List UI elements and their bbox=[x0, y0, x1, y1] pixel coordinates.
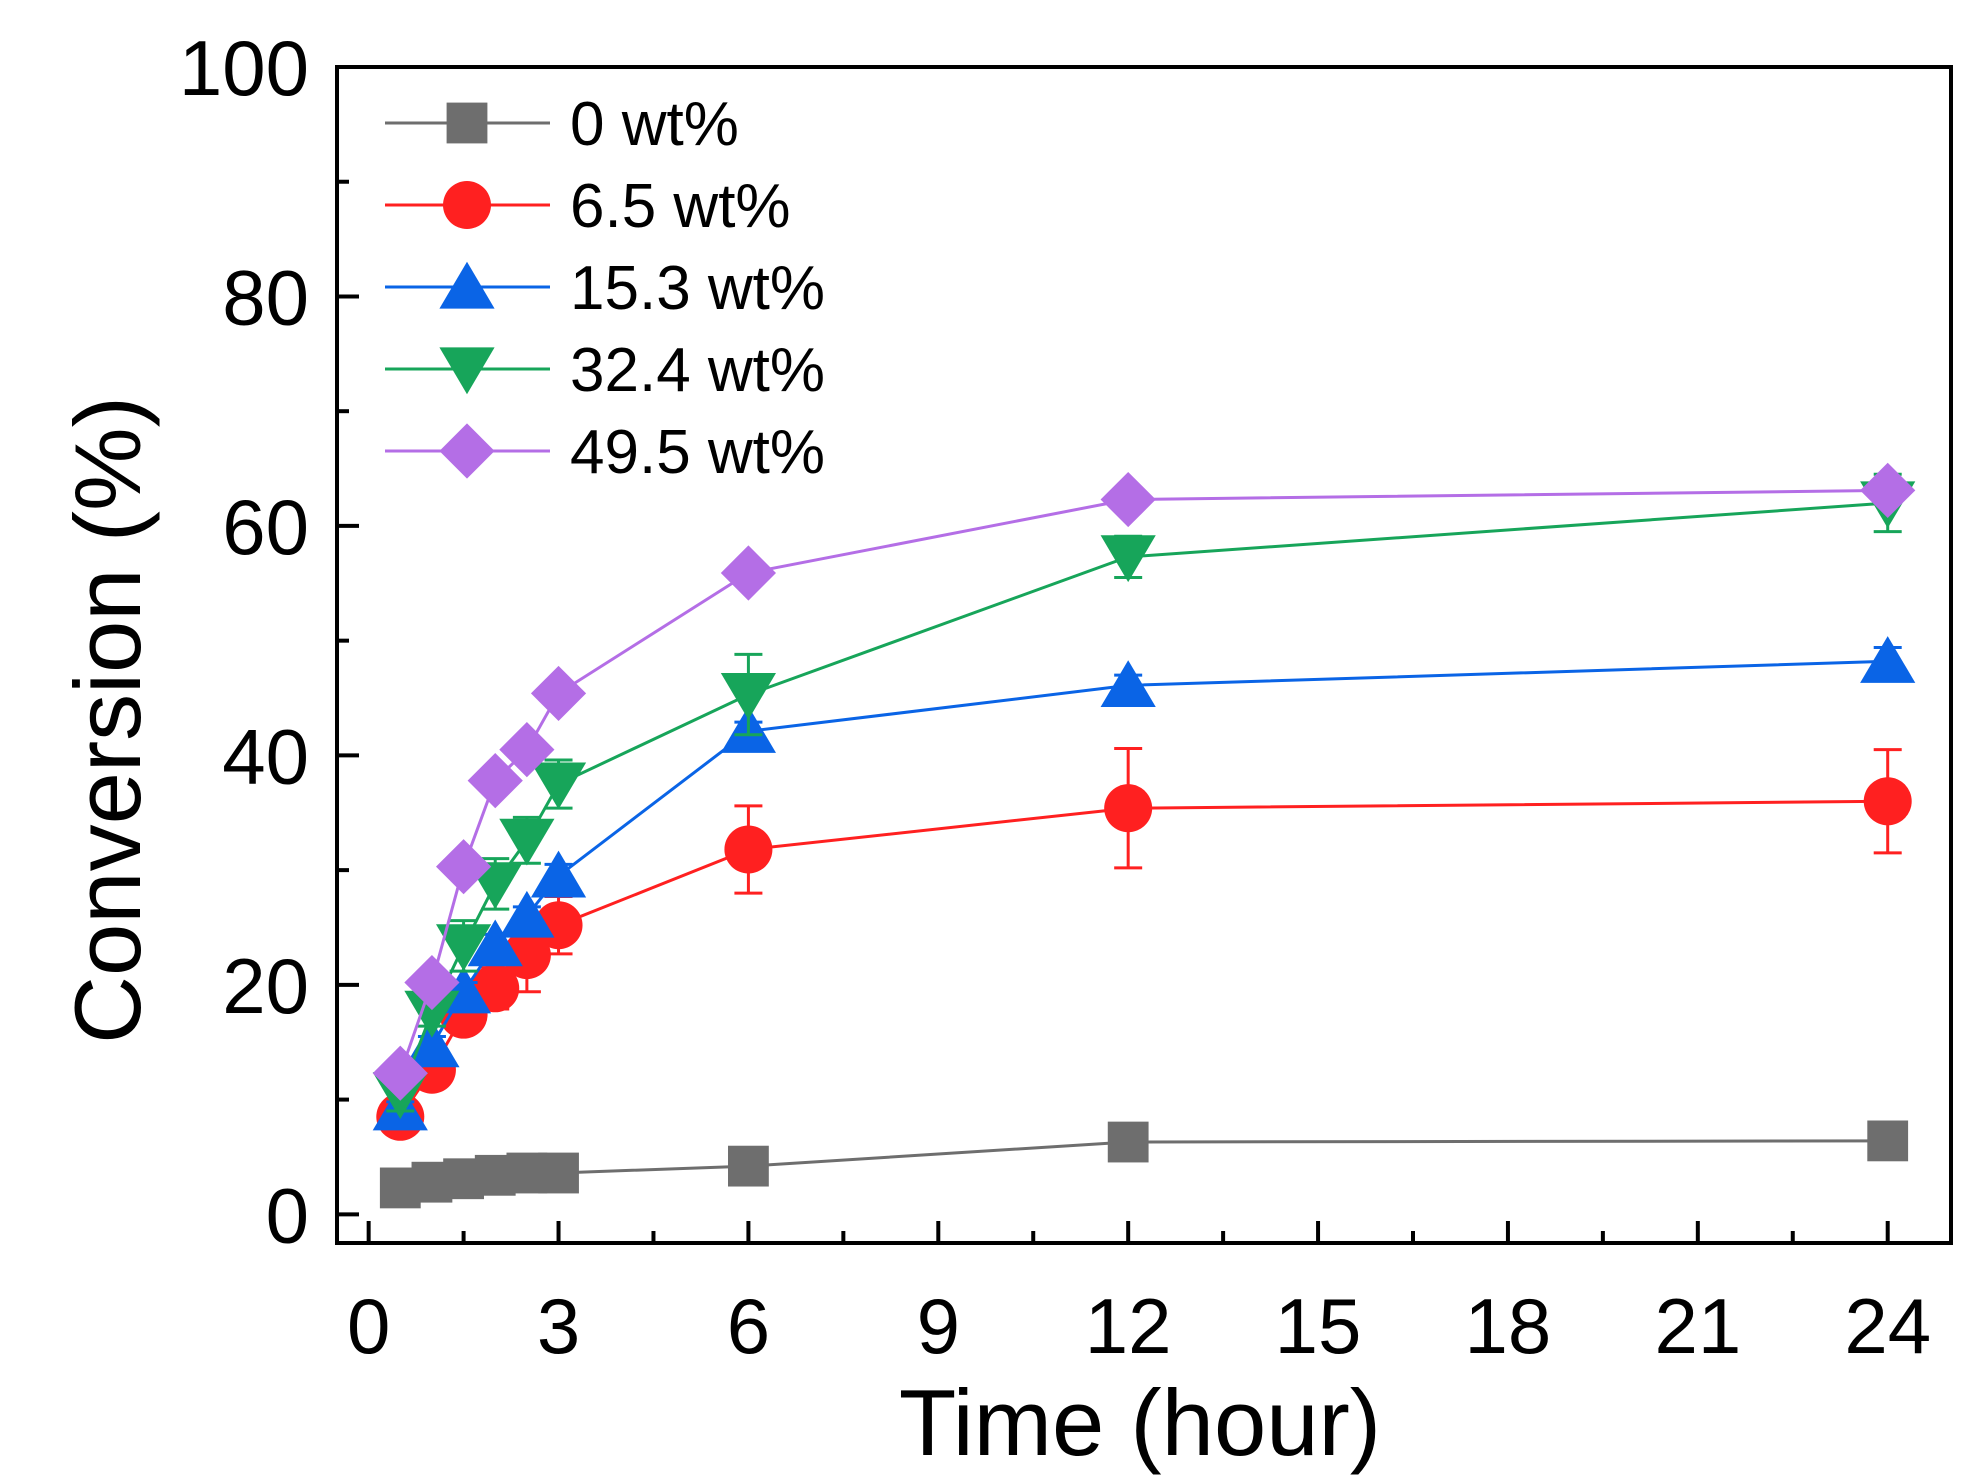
data-point bbox=[499, 722, 555, 778]
legend-label: 15.3 wt% bbox=[570, 254, 825, 323]
data-point bbox=[435, 839, 492, 895]
data-point bbox=[1100, 660, 1156, 708]
series-line bbox=[399, 799, 1888, 1118]
series-line bbox=[398, 488, 1888, 1074]
data-point bbox=[499, 890, 555, 938]
x-tick-label: 18 bbox=[1465, 1282, 1552, 1370]
x-tick-label: 9 bbox=[917, 1282, 960, 1370]
x-tick-label: 21 bbox=[1654, 1282, 1741, 1370]
data-point bbox=[1867, 1120, 1909, 1162]
data-point bbox=[435, 924, 492, 972]
x-tick-label: 3 bbox=[537, 1282, 580, 1370]
x-tick-label: 15 bbox=[1275, 1282, 1362, 1370]
data-point bbox=[404, 954, 460, 1011]
data-point bbox=[502, 931, 551, 980]
y-tick-label: 40 bbox=[222, 712, 309, 800]
data-point bbox=[1100, 535, 1156, 583]
legend-entry: 0 wt% bbox=[385, 90, 739, 159]
data-point bbox=[530, 665, 587, 722]
plot-frame bbox=[335, 65, 1953, 1245]
legend-entry: 6.5 wt% bbox=[385, 172, 791, 241]
y-tick-label: 60 bbox=[222, 483, 309, 571]
data-point bbox=[724, 825, 773, 874]
y-tick-label: 0 bbox=[266, 1171, 309, 1259]
legend-entry: 32.4 wt% bbox=[385, 336, 825, 405]
data-point bbox=[1107, 1121, 1149, 1163]
legend-marker bbox=[446, 102, 488, 144]
data-point bbox=[1860, 462, 1916, 518]
legend-label: 49.5 wt% bbox=[570, 418, 825, 487]
y-tick-label: 20 bbox=[222, 942, 309, 1030]
legend-label: 32.4 wt% bbox=[570, 336, 825, 405]
legend-label: 6.5 wt% bbox=[570, 172, 791, 241]
data-point bbox=[467, 919, 523, 967]
data-point bbox=[372, 1045, 428, 1101]
x-tick-label: 12 bbox=[1085, 1282, 1172, 1370]
data-point bbox=[1863, 777, 1912, 826]
data-point bbox=[404, 1020, 460, 1068]
legend-entry: 49.5 wt% bbox=[385, 418, 825, 487]
legend-entry: 15.3 wt% bbox=[385, 254, 825, 323]
data-point bbox=[1100, 471, 1156, 528]
data-point bbox=[467, 753, 523, 809]
series-2 bbox=[372, 636, 1916, 1131]
legend-marker bbox=[439, 423, 495, 479]
legend-marker bbox=[439, 347, 495, 395]
data-point bbox=[1860, 636, 1916, 683]
data-point bbox=[499, 818, 555, 866]
legend-marker bbox=[439, 261, 495, 309]
x-tick-label: 24 bbox=[1844, 1282, 1931, 1370]
x-tick-label: 0 bbox=[347, 1282, 390, 1370]
data-point bbox=[538, 1152, 579, 1194]
legend-marker bbox=[443, 181, 491, 229]
data-point bbox=[1104, 784, 1153, 833]
data-point bbox=[728, 1145, 769, 1187]
data-point bbox=[404, 990, 460, 1038]
data-point bbox=[530, 850, 587, 898]
axes-group: 0 3 6 9 12 15 18 21 24 0 20 40 60 80 100 bbox=[179, 24, 1953, 1370]
y-tick-label: 80 bbox=[222, 253, 309, 341]
y-axis-title: Conversion (%) bbox=[55, 396, 160, 1044]
series-0 bbox=[379, 1120, 1909, 1209]
legend-label: 0 wt% bbox=[570, 90, 739, 159]
data-point bbox=[720, 672, 777, 720]
data-point bbox=[530, 762, 587, 810]
x-axis-title: Time (hour) bbox=[899, 1370, 1381, 1475]
series-4 bbox=[372, 462, 1916, 1101]
series-group bbox=[372, 462, 1916, 1209]
data-point bbox=[720, 545, 777, 601]
series-line bbox=[398, 659, 1888, 1110]
series-1 bbox=[376, 747, 1912, 1141]
x-tick-label: 6 bbox=[727, 1282, 770, 1370]
legend: 0 wt% 6.5 wt% 15.3 wt% 32.4 wt% 49.5 wt% bbox=[385, 90, 825, 487]
y-tick-label: 100 bbox=[179, 24, 309, 112]
